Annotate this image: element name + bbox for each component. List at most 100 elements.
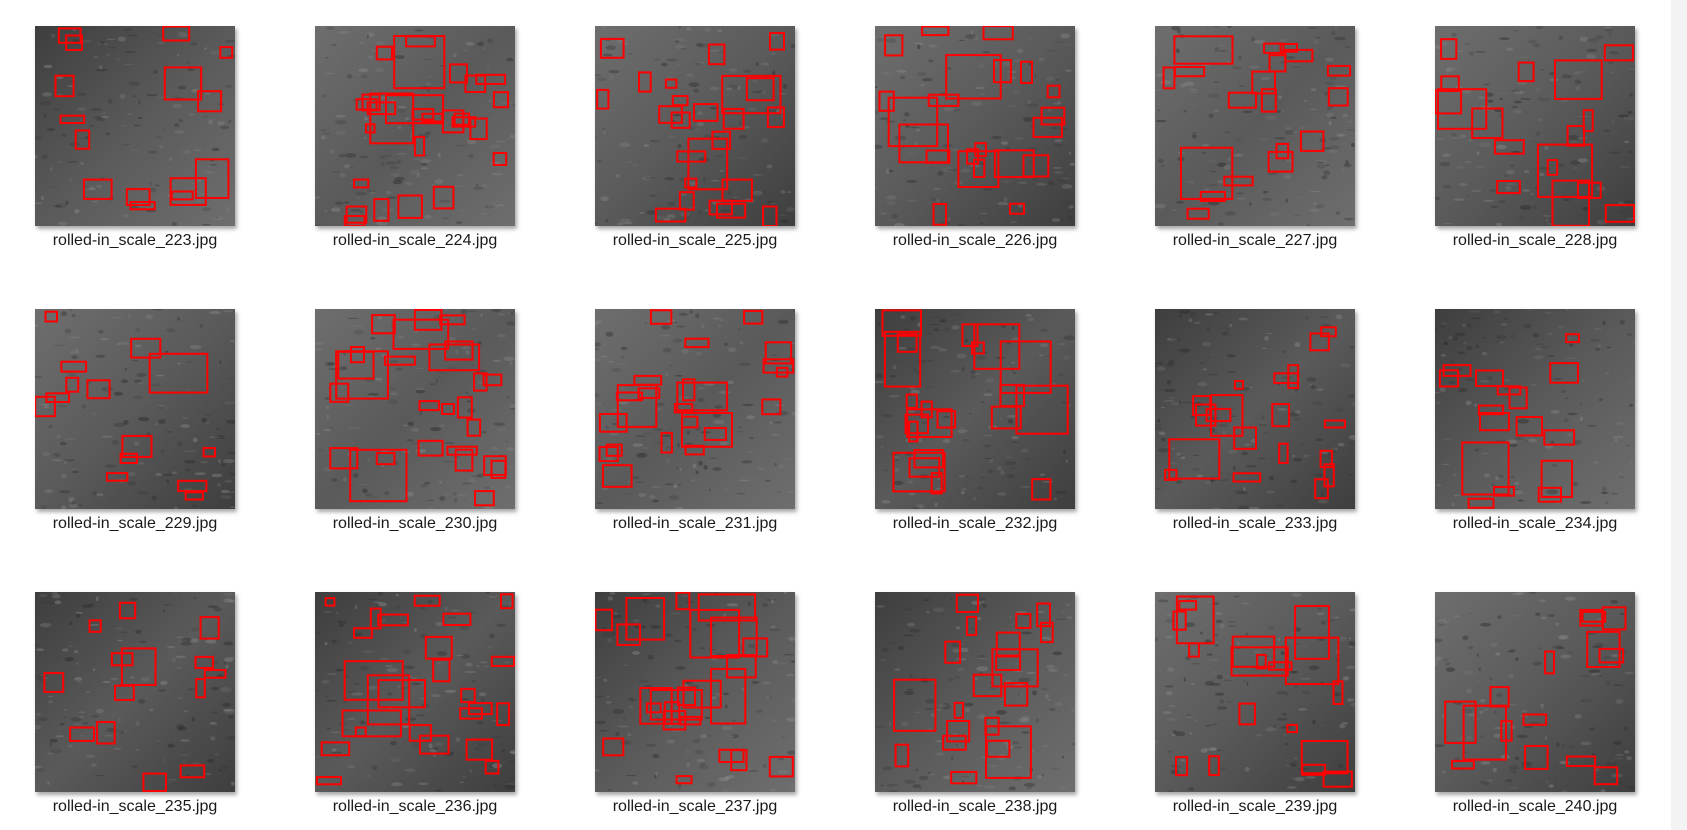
surface-speck bbox=[595, 342, 601, 347]
image-thumbnail-icon[interactable] bbox=[35, 26, 235, 226]
file-item[interactable]: rolled-in_scale_229.jpg bbox=[0, 283, 240, 532]
image-thumbnail-icon[interactable] bbox=[315, 592, 515, 792]
surface-speck bbox=[640, 593, 653, 596]
surface-speck bbox=[1523, 170, 1530, 174]
file-name-label[interactable]: rolled-in_scale_239.jpg bbox=[1172, 798, 1338, 815]
surface-speck bbox=[1532, 333, 1539, 338]
file-name-label[interactable]: rolled-in_scale_235.jpg bbox=[52, 798, 218, 815]
file-item[interactable]: rolled-in_scale_239.jpg bbox=[1120, 566, 1360, 815]
surface-speck bbox=[1348, 637, 1352, 640]
surface-speck bbox=[987, 469, 994, 474]
image-thumbnail-icon[interactable] bbox=[315, 309, 515, 509]
surface-speck bbox=[419, 410, 423, 415]
detection-box bbox=[993, 149, 1035, 179]
image-thumbnail-icon[interactable] bbox=[595, 26, 795, 226]
surface-speck bbox=[1262, 432, 1270, 434]
surface-speck bbox=[1200, 748, 1208, 753]
file-name-label[interactable]: rolled-in_scale_240.jpg bbox=[1452, 798, 1618, 815]
image-thumbnail-icon[interactable] bbox=[1435, 26, 1635, 226]
file-name-label[interactable]: rolled-in_scale_227.jpg bbox=[1172, 232, 1338, 249]
file-name-label[interactable]: rolled-in_scale_232.jpg bbox=[892, 515, 1058, 532]
surface-speck bbox=[1612, 435, 1624, 439]
surface-speck bbox=[738, 426, 742, 429]
surface-speck bbox=[1581, 699, 1584, 702]
surface-speck bbox=[197, 193, 209, 196]
file-name-label[interactable]: rolled-in_scale_231.jpg bbox=[612, 515, 778, 532]
vertical-scrollbar[interactable] bbox=[1671, 0, 1687, 830]
surface-speck bbox=[1571, 419, 1582, 422]
file-item[interactable]: rolled-in_scale_226.jpg bbox=[840, 0, 1080, 249]
file-item[interactable]: rolled-in_scale_230.jpg bbox=[280, 283, 520, 532]
surface-speck bbox=[654, 215, 667, 220]
surface-speck bbox=[1190, 683, 1195, 685]
file-item[interactable]: rolled-in_scale_225.jpg bbox=[560, 0, 800, 249]
surface-speck bbox=[909, 316, 917, 321]
surface-speck bbox=[117, 36, 126, 42]
image-thumbnail-icon[interactable] bbox=[1155, 26, 1355, 226]
image-thumbnail-icon[interactable] bbox=[595, 309, 795, 509]
file-name-label[interactable]: rolled-in_scale_225.jpg bbox=[612, 232, 778, 249]
surface-speck bbox=[1626, 756, 1632, 761]
detection-box bbox=[343, 215, 366, 226]
surface-speck bbox=[670, 321, 679, 323]
surface-speck bbox=[1476, 151, 1480, 156]
file-item[interactable]: rolled-in_scale_223.jpg bbox=[0, 0, 240, 249]
file-item[interactable]: rolled-in_scale_238.jpg bbox=[840, 566, 1080, 815]
surface-speck bbox=[1284, 742, 1289, 746]
detection-box bbox=[965, 615, 978, 636]
file-item[interactable]: rolled-in_scale_233.jpg bbox=[1120, 283, 1360, 532]
surface-speck bbox=[405, 717, 417, 721]
image-thumbnail-icon[interactable] bbox=[35, 309, 235, 509]
surface-speck bbox=[947, 67, 952, 70]
surface-speck bbox=[1214, 644, 1219, 647]
file-name-label[interactable]: rolled-in_scale_229.jpg bbox=[52, 515, 218, 532]
file-item[interactable]: rolled-in_scale_227.jpg bbox=[1120, 0, 1360, 249]
surface-speck bbox=[1321, 323, 1332, 327]
image-thumbnail-icon[interactable] bbox=[875, 592, 1075, 792]
surface-speck bbox=[1061, 755, 1065, 759]
file-name-label[interactable]: rolled-in_scale_228.jpg bbox=[1452, 232, 1618, 249]
file-name-label[interactable]: rolled-in_scale_238.jpg bbox=[892, 798, 1058, 815]
file-item[interactable]: rolled-in_scale_237.jpg bbox=[560, 566, 800, 815]
surface-speck bbox=[653, 428, 664, 431]
file-name-label[interactable]: rolled-in_scale_237.jpg bbox=[612, 798, 778, 815]
surface-speck bbox=[1293, 214, 1303, 216]
file-item[interactable]: rolled-in_scale_236.jpg bbox=[280, 566, 520, 815]
file-item[interactable]: rolled-in_scale_234.jpg bbox=[1400, 283, 1640, 532]
image-thumbnail-icon[interactable] bbox=[595, 592, 795, 792]
image-thumbnail-icon[interactable] bbox=[315, 26, 515, 226]
surface-speck bbox=[780, 189, 786, 194]
file-name-label[interactable]: rolled-in_scale_224.jpg bbox=[332, 232, 498, 249]
image-thumbnail-icon[interactable] bbox=[1155, 309, 1355, 509]
surface-speck bbox=[976, 666, 989, 672]
file-name-label[interactable]: rolled-in_scale_233.jpg bbox=[1172, 515, 1338, 532]
image-thumbnail-icon[interactable] bbox=[875, 309, 1075, 509]
surface-speck bbox=[1045, 693, 1049, 699]
surface-speck bbox=[752, 174, 764, 176]
file-item[interactable]: rolled-in_scale_235.jpg bbox=[0, 566, 240, 815]
surface-speck bbox=[407, 421, 414, 427]
surface-speck bbox=[977, 654, 986, 658]
file-item[interactable]: rolled-in_scale_228.jpg bbox=[1400, 0, 1640, 249]
surface-speck bbox=[397, 126, 402, 129]
image-thumbnail-icon[interactable] bbox=[1435, 592, 1635, 792]
surface-speck bbox=[1006, 474, 1015, 479]
image-thumbnail-icon[interactable] bbox=[1435, 309, 1635, 509]
file-name-label[interactable]: rolled-in_scale_234.jpg bbox=[1452, 515, 1618, 532]
file-name-label[interactable]: rolled-in_scale_230.jpg bbox=[332, 515, 498, 532]
file-item[interactable]: rolled-in_scale_231.jpg bbox=[560, 283, 800, 532]
file-name-label[interactable]: rolled-in_scale_223.jpg bbox=[52, 232, 218, 249]
image-thumbnail-icon[interactable] bbox=[875, 26, 1075, 226]
file-item[interactable]: rolled-in_scale_224.jpg bbox=[280, 0, 520, 249]
file-name-label[interactable]: rolled-in_scale_226.jpg bbox=[892, 232, 1058, 249]
surface-speck bbox=[1474, 403, 1477, 407]
file-item[interactable]: rolled-in_scale_240.jpg bbox=[1400, 566, 1640, 815]
surface-speck bbox=[1609, 761, 1614, 763]
file-name-label[interactable]: rolled-in_scale_236.jpg bbox=[332, 798, 498, 815]
surface-speck bbox=[1466, 378, 1476, 382]
image-thumbnail-icon[interactable] bbox=[1155, 592, 1355, 792]
image-thumbnail-icon[interactable] bbox=[35, 592, 235, 792]
surface-speck bbox=[1435, 196, 1440, 201]
file-item[interactable]: rolled-in_scale_232.jpg bbox=[840, 283, 1080, 532]
surface-speck bbox=[416, 449, 426, 453]
